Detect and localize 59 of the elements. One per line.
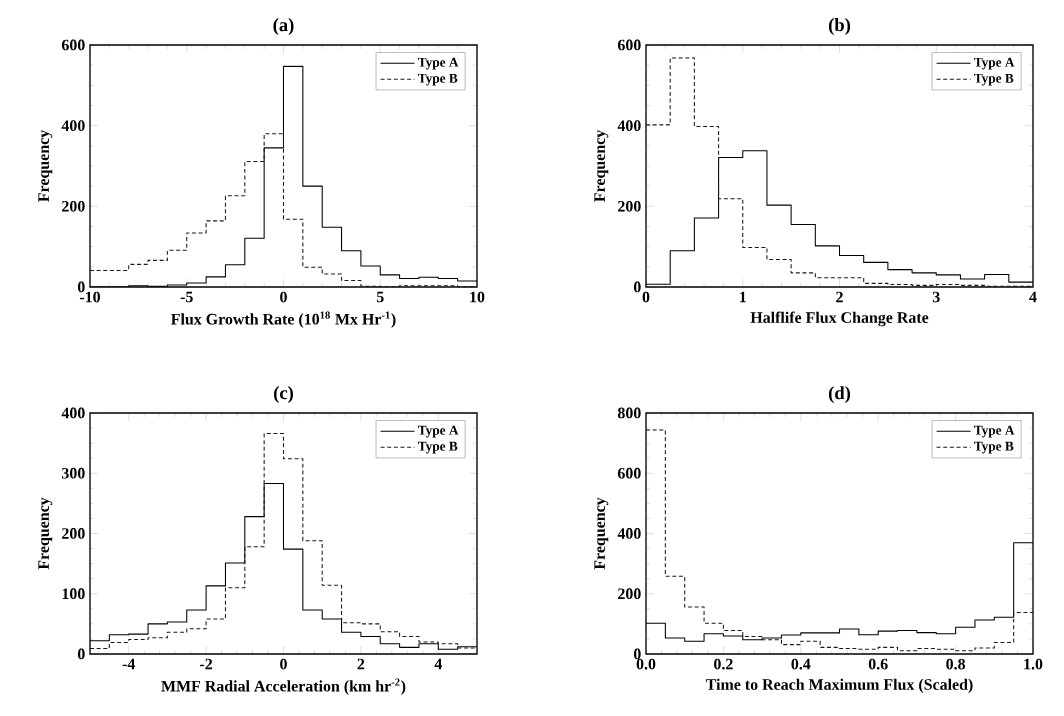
legend-label: Type A (417, 425, 459, 438)
y-tick-label: 400 (617, 528, 641, 539)
y-axis-title: Frequency (38, 129, 53, 202)
x-tick-label: 1.0 (1024, 658, 1043, 670)
y-tick-label: 100 (62, 588, 85, 600)
legend-label: Type B (973, 441, 1014, 454)
y-tick-label: 200 (62, 200, 85, 212)
legend-label: Type A (973, 57, 1015, 70)
x-tick-label: 0 (280, 291, 287, 303)
x-tick-label: 5 (376, 291, 384, 303)
x-tick-label: 4 (1029, 291, 1037, 303)
x-tick-label: 2 (836, 291, 843, 303)
x-tick-label: 0.8 (946, 658, 966, 670)
x-axis-title: Time to Reach Maximum Flux (Scaled) (705, 678, 973, 694)
y-tick-label: 200 (618, 200, 641, 212)
y-tick-label: 0 (633, 648, 641, 660)
chart-title: (c) (274, 386, 294, 403)
x-tick-label: 3 (932, 291, 940, 303)
y-tick-label: 400 (61, 407, 85, 419)
chart-title: (d) (828, 386, 851, 403)
x-tick-label: 0 (280, 658, 287, 670)
x-tick-label: 0.0 (636, 658, 656, 670)
x-tick-label: 2 (357, 658, 365, 670)
y-tick-label: 800 (617, 407, 641, 419)
x-axis-title: Flux Growth Rate (10$^{18}$ Mx Hr$^{-1}$) (171, 311, 396, 328)
x-tick-label: -4 (122, 658, 136, 670)
legend-label: Type B (417, 73, 458, 86)
y-tick-label: 300 (62, 467, 85, 479)
y-tick-label: 600 (617, 39, 641, 51)
legend-label: Type A (417, 57, 459, 70)
y-tick-label: 400 (617, 120, 641, 132)
y-axis-title: Frequency (594, 129, 609, 202)
legend-label: Type B (973, 73, 1014, 86)
x-tick-label: 0.6 (868, 658, 888, 670)
y-tick-label: 600 (61, 39, 85, 51)
x-tick-label: 10 (470, 291, 485, 303)
x-tick-label: 4 (434, 658, 442, 670)
chart-title: (a) (273, 18, 294, 35)
x-tick-label: 0.4 (791, 658, 811, 670)
y-tick-label: 200 (618, 588, 641, 600)
y-tick-label: 0 (77, 281, 85, 293)
x-tick-label: 0.2 (714, 658, 733, 670)
y-tick-label: 400 (61, 120, 85, 132)
x-tick-label: 0 (642, 291, 650, 303)
y-tick-label: 0 (77, 648, 85, 660)
y-axis-title: Frequency (594, 497, 609, 570)
y-tick-label: 0 (633, 281, 641, 293)
x-tick-label: -10 (79, 291, 101, 303)
x-tick-label: -2 (200, 658, 213, 670)
y-axis-title: Frequency (38, 497, 53, 570)
x-tick-label: -5 (180, 291, 193, 303)
legend-label: Type B (417, 441, 458, 454)
x-axis-title: Halflife Flux Change Rate (750, 311, 929, 327)
y-tick-label: 200 (62, 528, 85, 539)
chart-title: (b) (828, 18, 851, 35)
legend-label: Type A (973, 425, 1015, 438)
x-axis-title: MMF Radial Acceleration (km hr$^{-2}$) (161, 678, 406, 695)
x-tick-label: 1 (740, 291, 746, 303)
y-tick-label: 600 (617, 467, 641, 479)
